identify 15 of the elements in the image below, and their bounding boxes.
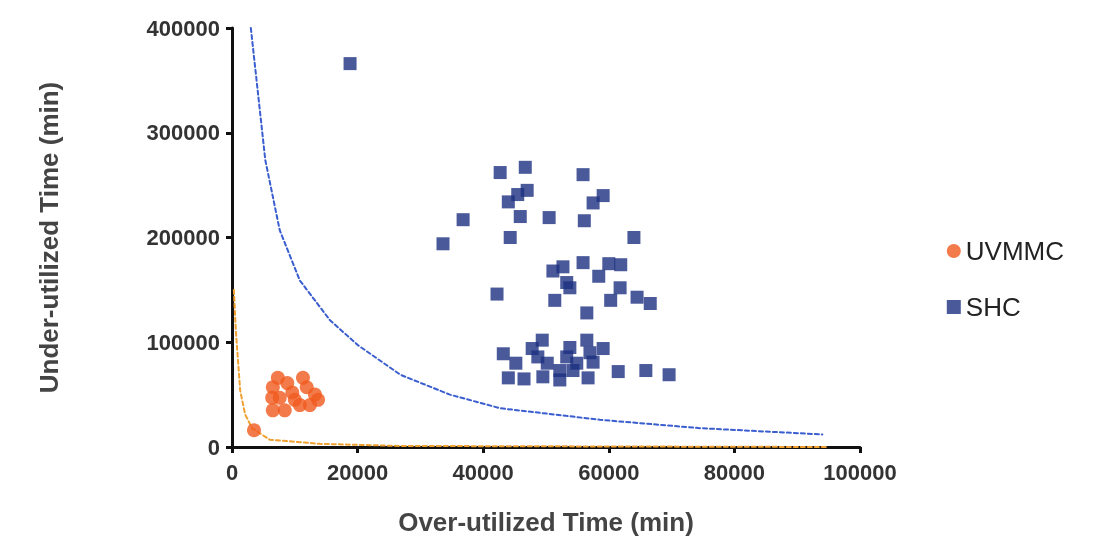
x-tick-label: 0 xyxy=(225,459,239,485)
y-tick-label: 300000 xyxy=(146,120,220,146)
legend-label: UVMMC xyxy=(965,236,1065,266)
x-axis-title: Over-utilized Time (min) xyxy=(398,507,694,537)
x-tick-label: 80000 xyxy=(703,459,765,485)
y-tick-label: 100000 xyxy=(146,329,220,355)
x-tick-label: 100000 xyxy=(823,459,897,485)
legend-label: SHC xyxy=(965,292,1021,322)
x-tick-label: 20000 xyxy=(327,459,389,485)
y-tick-label: 400000 xyxy=(146,15,220,41)
y-axis-title: Under-utilized Time (min) xyxy=(34,81,64,394)
x-tick-label: 40000 xyxy=(452,459,514,485)
y-tick-label: 0 xyxy=(207,434,220,460)
x-tick-label: 60000 xyxy=(578,459,640,485)
y-tick-label: 200000 xyxy=(146,225,220,250)
